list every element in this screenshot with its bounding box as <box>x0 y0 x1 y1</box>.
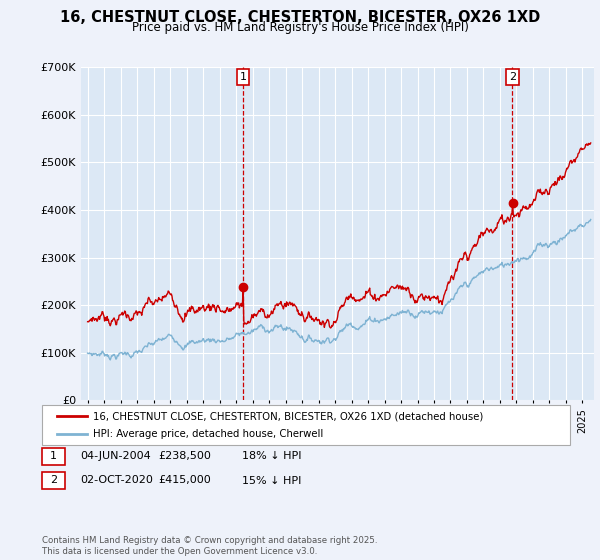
Text: Contains HM Land Registry data © Crown copyright and database right 2025.
This d: Contains HM Land Registry data © Crown c… <box>42 536 377 556</box>
Text: £415,000: £415,000 <box>158 475 211 486</box>
Text: 18% ↓ HPI: 18% ↓ HPI <box>242 451 301 461</box>
Text: 02-OCT-2020: 02-OCT-2020 <box>80 475 152 486</box>
Text: Price paid vs. HM Land Registry's House Price Index (HPI): Price paid vs. HM Land Registry's House … <box>131 21 469 34</box>
Text: 1: 1 <box>50 451 57 461</box>
Text: HPI: Average price, detached house, Cherwell: HPI: Average price, detached house, Cher… <box>93 429 323 439</box>
Text: 1: 1 <box>239 72 247 82</box>
Text: 16, CHESTNUT CLOSE, CHESTERTON, BICESTER, OX26 1XD: 16, CHESTNUT CLOSE, CHESTERTON, BICESTER… <box>60 10 540 25</box>
Text: £238,500: £238,500 <box>158 451 211 461</box>
Text: 16, CHESTNUT CLOSE, CHESTERTON, BICESTER, OX26 1XD (detached house): 16, CHESTNUT CLOSE, CHESTERTON, BICESTER… <box>93 411 484 421</box>
Text: 04-JUN-2004: 04-JUN-2004 <box>80 451 151 461</box>
Text: 2: 2 <box>509 72 516 82</box>
Text: 2: 2 <box>50 475 57 486</box>
Text: 15% ↓ HPI: 15% ↓ HPI <box>242 475 301 486</box>
